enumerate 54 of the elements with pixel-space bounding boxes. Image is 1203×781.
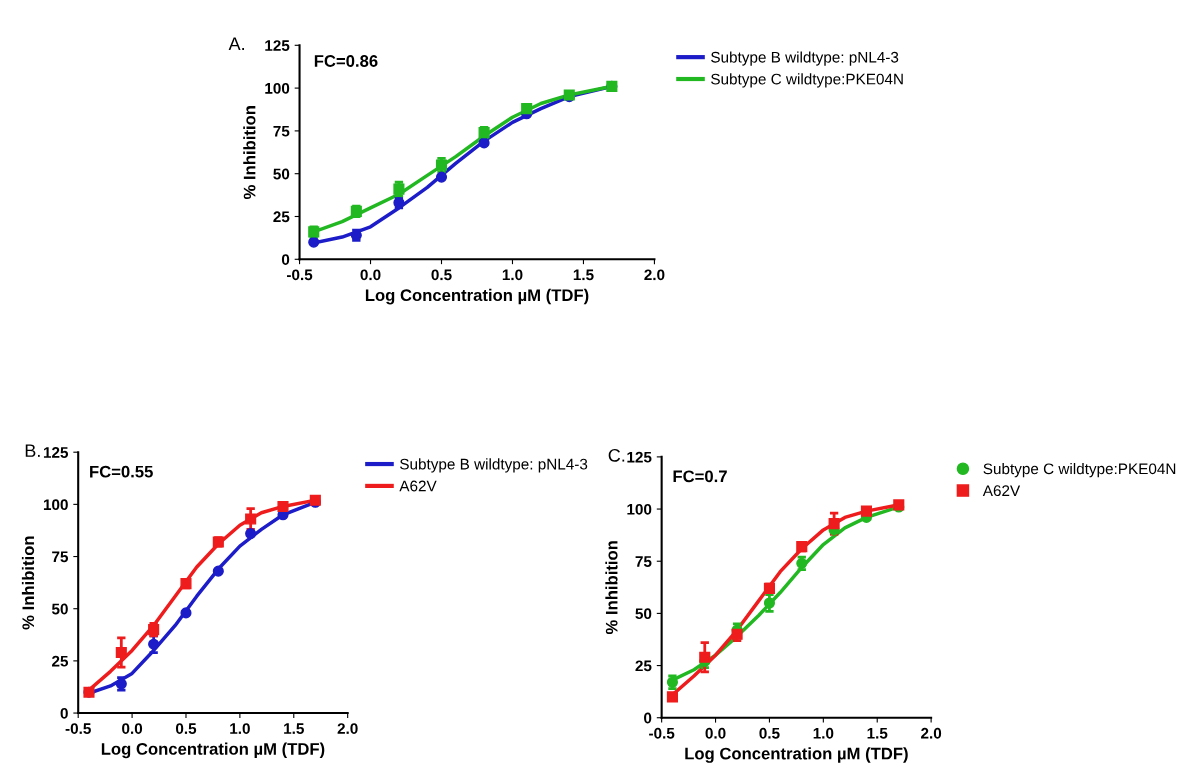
x-tick-label: -0.5 [286, 269, 313, 281]
x-tick-label: 0.0 [360, 269, 381, 281]
x-tick-label: 2.0 [921, 727, 942, 739]
x-tick-label: 0.5 [431, 269, 452, 281]
x-tick-label: 1.5 [284, 723, 304, 734]
annotation: FC=0.86 [314, 55, 378, 67]
legend-label: A62V [982, 485, 1021, 497]
x-tick-label: 1.5 [573, 269, 594, 281]
y-tick-label: 75 [635, 556, 652, 567]
y-tick-label: 25 [52, 655, 69, 667]
x-axis-title: Log Concentration µM (TDF) [101, 742, 325, 759]
x-axis-title: Log Concentration µM (TDF) [365, 288, 589, 305]
y-tick-label: 125 [627, 451, 652, 463]
y-tick-label: 75 [52, 551, 69, 563]
annotation: FC=0.7 [673, 470, 727, 483]
y-tick-label: 100 [43, 499, 68, 511]
x-tick-label: 1.0 [230, 723, 250, 734]
y-tick-label: 100 [265, 82, 290, 94]
x-axis-title: Log Concentration µM (TDF) [685, 747, 908, 763]
y-tick-label: 125 [43, 447, 69, 458]
y-tick-label: 75 [273, 125, 290, 137]
y-tick-label: 50 [51, 603, 68, 615]
chart-title: C. [608, 448, 625, 462]
chart-title: B. [25, 444, 40, 457]
y-tick-label: 50 [273, 168, 290, 180]
annotation: FC=0.55 [90, 465, 153, 478]
y-tick-label: 25 [635, 660, 652, 672]
chart-title: A. [228, 37, 244, 50]
legend-label: Subtype B wildtype: pNL4-3 [711, 51, 899, 66]
y-tick-label: 50 [635, 608, 652, 620]
x-tick-label: 2.0 [644, 269, 665, 281]
x-tick-label: 1.0 [502, 269, 523, 281]
y-tick-label: 125 [265, 40, 290, 51]
x-tick-label: 0.0 [705, 727, 726, 739]
x-tick-label: 1.0 [813, 727, 834, 739]
legend-label: A62V [399, 480, 437, 492]
y-tick-label: 100 [627, 503, 652, 515]
x-tick-label: 1.5 [867, 728, 888, 739]
legend-label: Subtype B wildtype: pNL4-3 [400, 458, 588, 473]
x-tick-label: -0.5 [65, 723, 91, 734]
y-tick-label: 0 [281, 254, 290, 265]
x-tick-label: 2.0 [337, 723, 358, 734]
legend-label: Subtype C wildtype:PKE04N [711, 73, 903, 88]
y-tick-label: 0 [60, 707, 68, 719]
x-tick-label: 0.5 [759, 727, 780, 739]
x-tick-label: -0.5 [649, 727, 675, 739]
y-axis-title: % Inhibition [605, 541, 618, 635]
x-tick-label: 0.0 [122, 723, 143, 734]
y-tick-label: 0 [644, 712, 652, 724]
legend-label: Subtype C wildtype:PKE04N [983, 463, 1176, 478]
y-tick-label: 25 [273, 211, 290, 223]
x-tick-label: 0.5 [175, 723, 197, 734]
y-axis-title: % Inhibition [21, 536, 35, 630]
y-axis-title: % Inhibition [243, 106, 256, 200]
